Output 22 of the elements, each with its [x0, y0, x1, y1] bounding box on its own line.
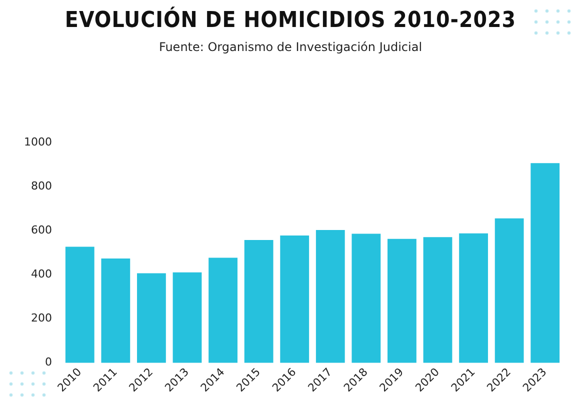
- y-tick-label: 1000: [24, 135, 52, 148]
- chart-subtitle: Fuente: Organismo de Investigación Judicial: [158, 40, 424, 54]
- y-tick-label: 200: [30, 312, 52, 325]
- y-tick-label: 800: [30, 180, 52, 193]
- bar: [388, 238, 416, 363]
- bar: [423, 237, 452, 363]
- y-tick-label: 400: [30, 268, 52, 281]
- bar: [352, 234, 381, 363]
- bar: [208, 258, 238, 363]
- bar: [137, 273, 166, 363]
- bar: [316, 230, 345, 363]
- chart-title: EVOLUCIÓN DE HOMICIDIOS 2010-2023: [64, 8, 518, 33]
- bar: [244, 240, 274, 363]
- bar: [65, 246, 94, 363]
- y-tick-label: 600: [30, 224, 52, 237]
- y-tick-label: 0: [44, 356, 52, 369]
- bar: [172, 272, 202, 363]
- bar: [459, 233, 488, 363]
- bar: [494, 218, 524, 363]
- bar: [280, 236, 310, 363]
- bar: [530, 163, 560, 363]
- bar: [101, 258, 130, 363]
